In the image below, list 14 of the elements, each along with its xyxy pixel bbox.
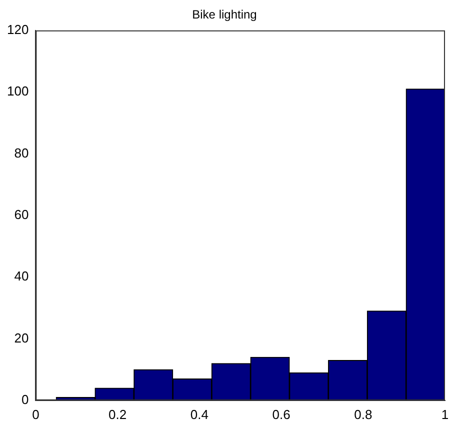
y-tick-label: 80 <box>14 145 29 160</box>
x-tick-label: 0.8 <box>354 406 372 422</box>
y-tick-label: 60 <box>14 206 29 222</box>
x-tick-label: 0.4 <box>190 406 208 422</box>
y-tick-label: 100 <box>6 84 29 99</box>
x-tick-label: 0 <box>32 406 40 422</box>
y-tick-label: 0 <box>21 392 29 407</box>
chart-title: Bike lighting <box>192 8 257 22</box>
y-tick-label: 20 <box>14 330 29 346</box>
x-tick-label: 0.2 <box>108 406 127 422</box>
x-tick-label: 1 <box>441 406 449 422</box>
y-tick-label: 120 <box>6 22 29 37</box>
x-tick-label: 0.6 <box>272 406 290 422</box>
y-tick-label: 40 <box>14 268 29 284</box>
